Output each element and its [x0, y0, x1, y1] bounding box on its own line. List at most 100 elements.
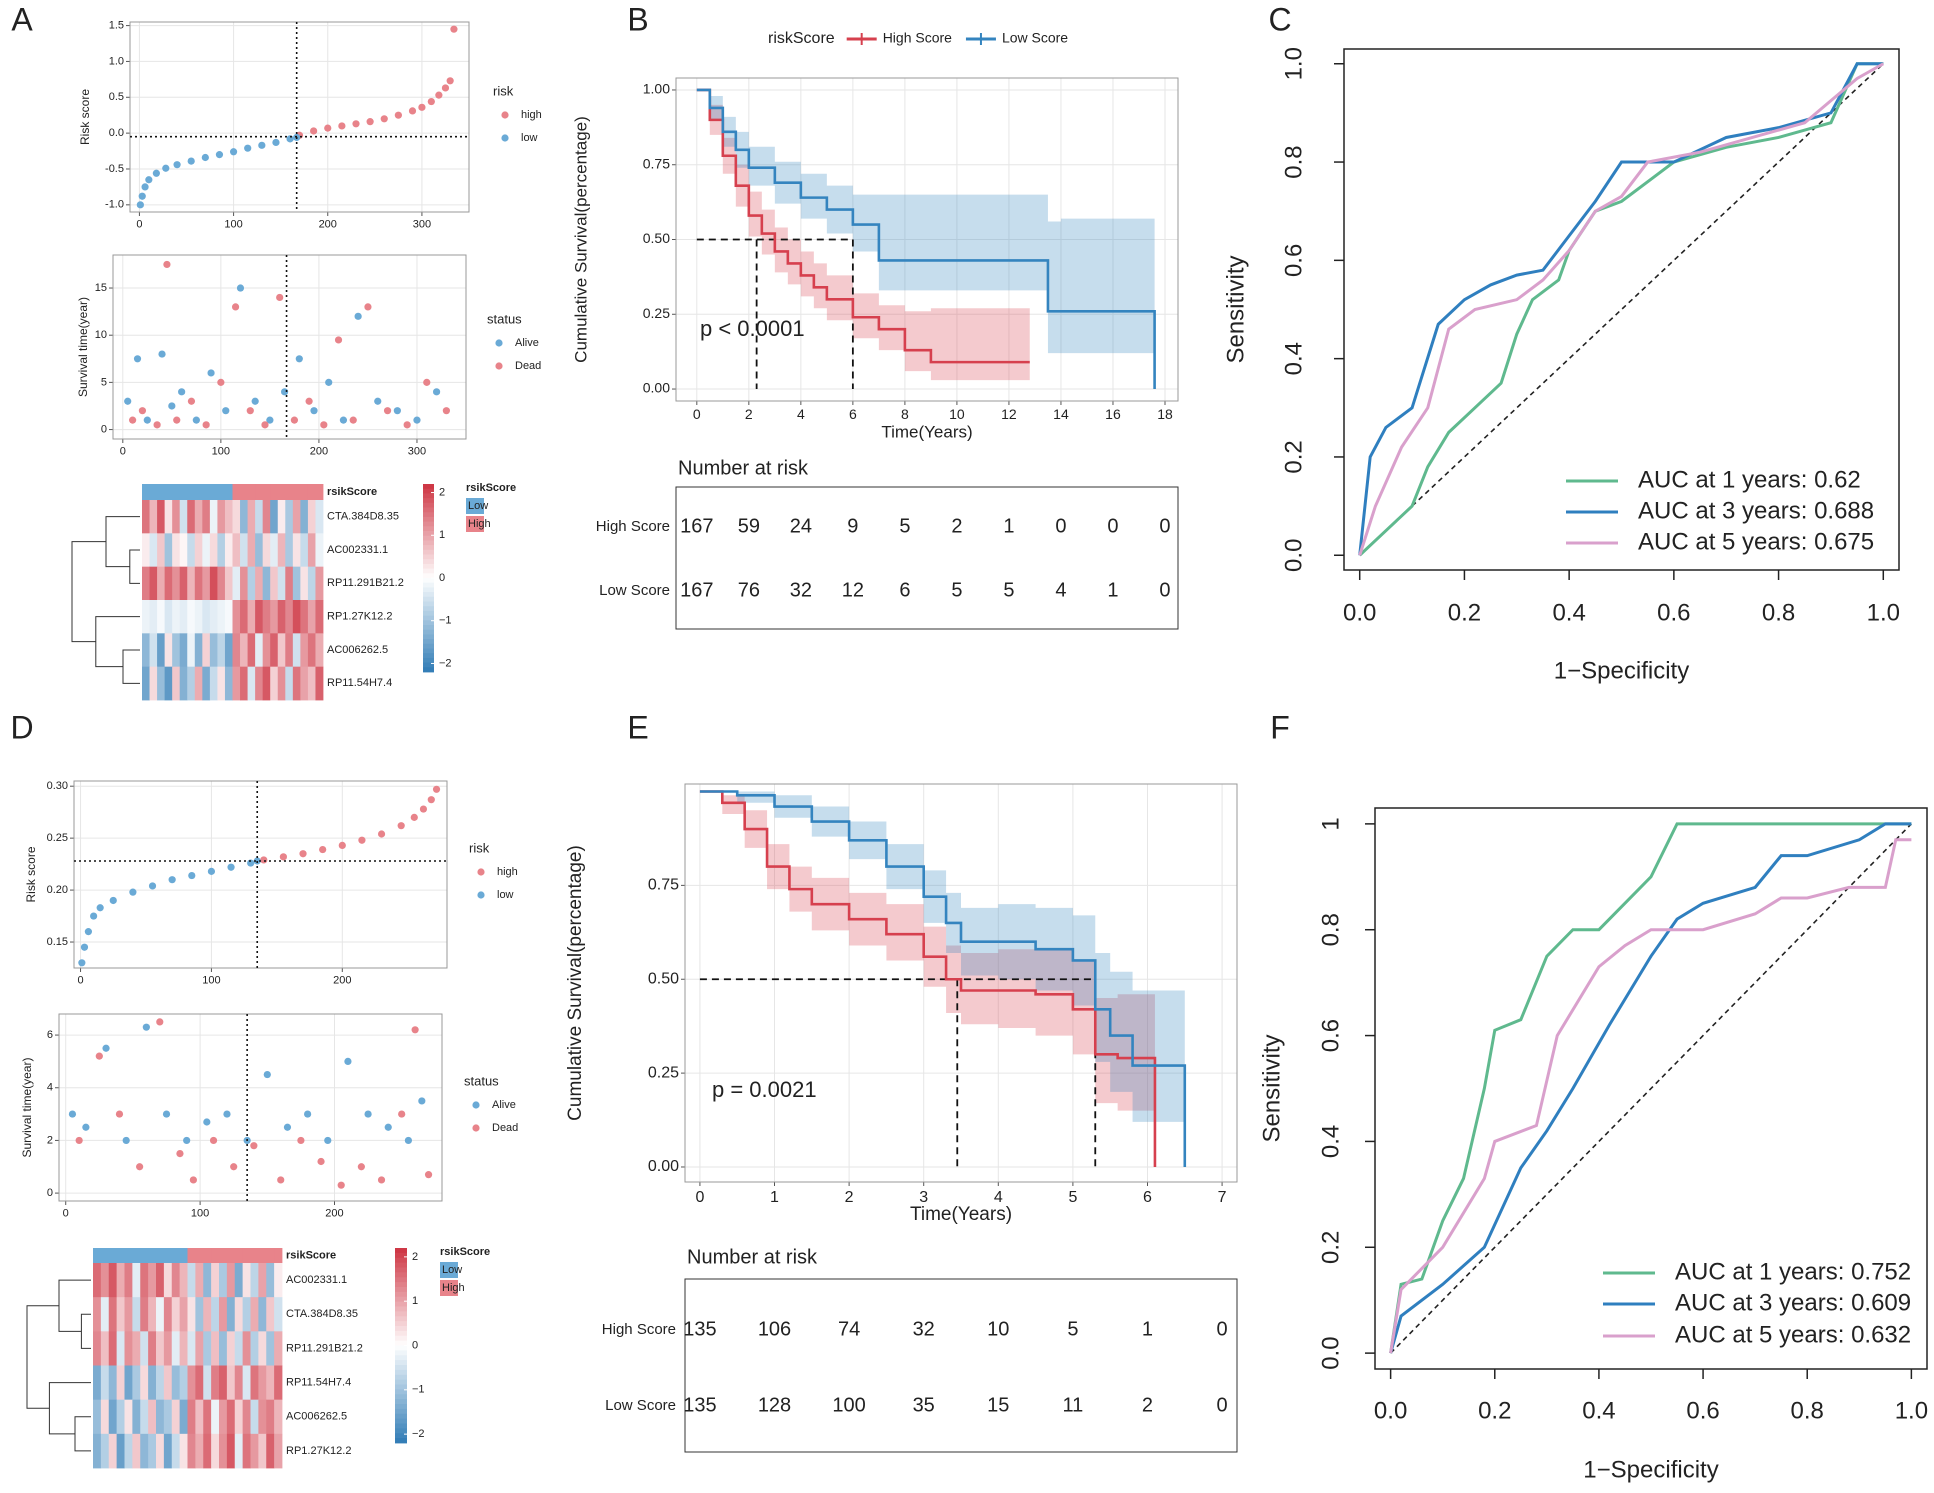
- colorbar-step: [423, 625, 434, 631]
- y-tick-label: 0.50: [643, 230, 670, 246]
- colorbar-label: 1: [439, 529, 445, 541]
- heatmap-cell: [164, 500, 173, 534]
- point: [423, 378, 431, 386]
- colorbar-step: [423, 578, 434, 584]
- colorbar-step: [395, 1423, 407, 1429]
- heatmap-cell: [292, 633, 301, 668]
- point: [258, 141, 266, 149]
- colorbar-step: [423, 498, 434, 504]
- legend-label: low: [497, 889, 514, 901]
- heatmap-cell: [116, 1331, 125, 1366]
- heatmap-cell: [100, 1263, 110, 1298]
- heatmap-cell: [266, 1331, 275, 1366]
- heatmap-cell: [156, 1365, 165, 1401]
- point: [250, 1142, 258, 1150]
- heatmap-cell: [148, 1399, 157, 1435]
- colorbar-step: [423, 507, 434, 513]
- heatmap-cell: [202, 566, 211, 601]
- dendrogram-link: [26, 1305, 59, 1409]
- x-tick-label: 100: [191, 1208, 209, 1220]
- heatmap-cell: [179, 500, 188, 534]
- heatmap-cell: [247, 633, 256, 668]
- risk-count: 11: [1063, 1394, 1084, 1416]
- heatmap-cell: [258, 1365, 267, 1401]
- heatmap-cell: [292, 566, 301, 601]
- heatmap-cell: [226, 1331, 236, 1366]
- plot-panel: [113, 255, 466, 439]
- heatmap-cell: [149, 633, 158, 668]
- x-axis-label: Time(Years): [910, 1204, 1012, 1225]
- point: [266, 416, 274, 424]
- heatmap-cell: [211, 1399, 220, 1435]
- heatmap-cell: [232, 566, 241, 601]
- heatmap-cell: [219, 1433, 228, 1469]
- heatmap-cell: [226, 1297, 236, 1332]
- heatmap-cell: [171, 1365, 181, 1401]
- point: [295, 355, 303, 363]
- point: [272, 138, 280, 147]
- colorbar-step: [423, 610, 434, 616]
- y-tick-label: 0.30: [47, 780, 68, 792]
- colorbar-step: [395, 1428, 407, 1434]
- point: [424, 1171, 433, 1179]
- colorbar-label: −1: [412, 1384, 425, 1396]
- heatmap-cell: [224, 533, 233, 568]
- legend-swatch: [466, 516, 484, 532]
- risk-count: 1: [1107, 579, 1118, 601]
- annotation-cell: [157, 484, 166, 500]
- heatmap-cell: [108, 1433, 118, 1469]
- x-tick-label: 0: [77, 975, 83, 987]
- point: [290, 416, 299, 424]
- point: [310, 407, 318, 415]
- point: [230, 1163, 238, 1171]
- colorbar-step: [395, 1296, 407, 1303]
- colorbar-step: [395, 1418, 407, 1424]
- heatmap-cell: [156, 1399, 165, 1435]
- roc-curve: [1358, 62, 1885, 556]
- heatmap-cell: [156, 1263, 165, 1298]
- point: [115, 1110, 124, 1118]
- annotation-cell: [274, 1248, 283, 1263]
- x-axis-label: 1−Specificity: [1554, 657, 1689, 684]
- colorbar-step: [423, 573, 434, 579]
- heatmap-cell: [124, 1365, 133, 1401]
- x-tick-label: 0.6: [1657, 599, 1690, 626]
- point: [90, 912, 98, 920]
- heatmap-cell: [140, 1433, 149, 1469]
- heatmap-cell: [187, 1297, 196, 1332]
- colorbar-step: [423, 549, 434, 555]
- legend-title: rsikScore: [440, 1246, 490, 1258]
- point: [141, 183, 149, 191]
- point: [374, 397, 382, 405]
- point: [450, 25, 458, 33]
- heatmap-cell: [211, 1331, 220, 1366]
- point: [276, 293, 284, 302]
- x-tick-label: 200: [319, 219, 337, 231]
- heatmap-cell: [187, 1263, 196, 1298]
- heatmap-cell: [149, 533, 158, 568]
- heatmap-cell: [116, 1263, 125, 1298]
- y-tick-label: -0.5: [105, 163, 124, 175]
- plot-panel: [74, 781, 447, 968]
- row-label: AC002331.1: [327, 544, 388, 556]
- heatmap-cell: [93, 1331, 102, 1366]
- point: [217, 378, 225, 386]
- heatmap-cell: [277, 666, 286, 701]
- plot-panel: [130, 22, 469, 212]
- heatmap-cell: [172, 600, 181, 634]
- heatmap-cell: [240, 566, 248, 601]
- reference-diagonal: [1390, 823, 1912, 1354]
- point: [129, 888, 137, 896]
- plot-border: [112, 254, 467, 440]
- x-tick-label: 5: [1068, 1189, 1077, 1206]
- confidence-band: [696, 89, 1030, 381]
- colorbar-step: [395, 1330, 407, 1337]
- point: [377, 830, 386, 838]
- point: [263, 1070, 271, 1079]
- risk-row-label: Low Score: [605, 1397, 676, 1414]
- heatmap-cell: [226, 1399, 236, 1435]
- heatmap-cell: [179, 1399, 188, 1435]
- point: [202, 421, 210, 429]
- colorbar-step: [423, 559, 434, 565]
- plot-border: [58, 1013, 443, 1202]
